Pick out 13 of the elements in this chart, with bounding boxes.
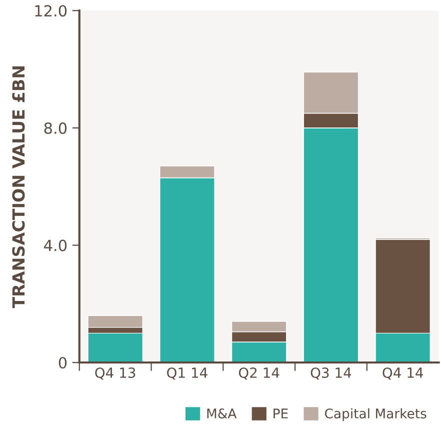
y-tick-label: 4.0 <box>44 240 67 252</box>
x-tick-label: Q3 14 <box>310 367 352 380</box>
x-tick-label: Q4 13 <box>95 367 136 380</box>
y-tick-label: 8.0 <box>44 122 67 134</box>
x-tick-label: Q2 14 <box>238 367 280 380</box>
y-axis-title: TRANSACTION VALUE £BN <box>12 66 25 308</box>
legend-label: PE <box>274 408 288 418</box>
legend-label: Capital Markets <box>324 408 426 422</box>
y-tick-label: 12.0 <box>35 5 67 17</box>
x-tick-label: Q4 14 <box>382 367 423 380</box>
x-tick-label: Q1 14 <box>167 367 208 380</box>
legend-label: M&A <box>207 408 237 418</box>
y-tick-label: 0 <box>58 356 67 369</box>
